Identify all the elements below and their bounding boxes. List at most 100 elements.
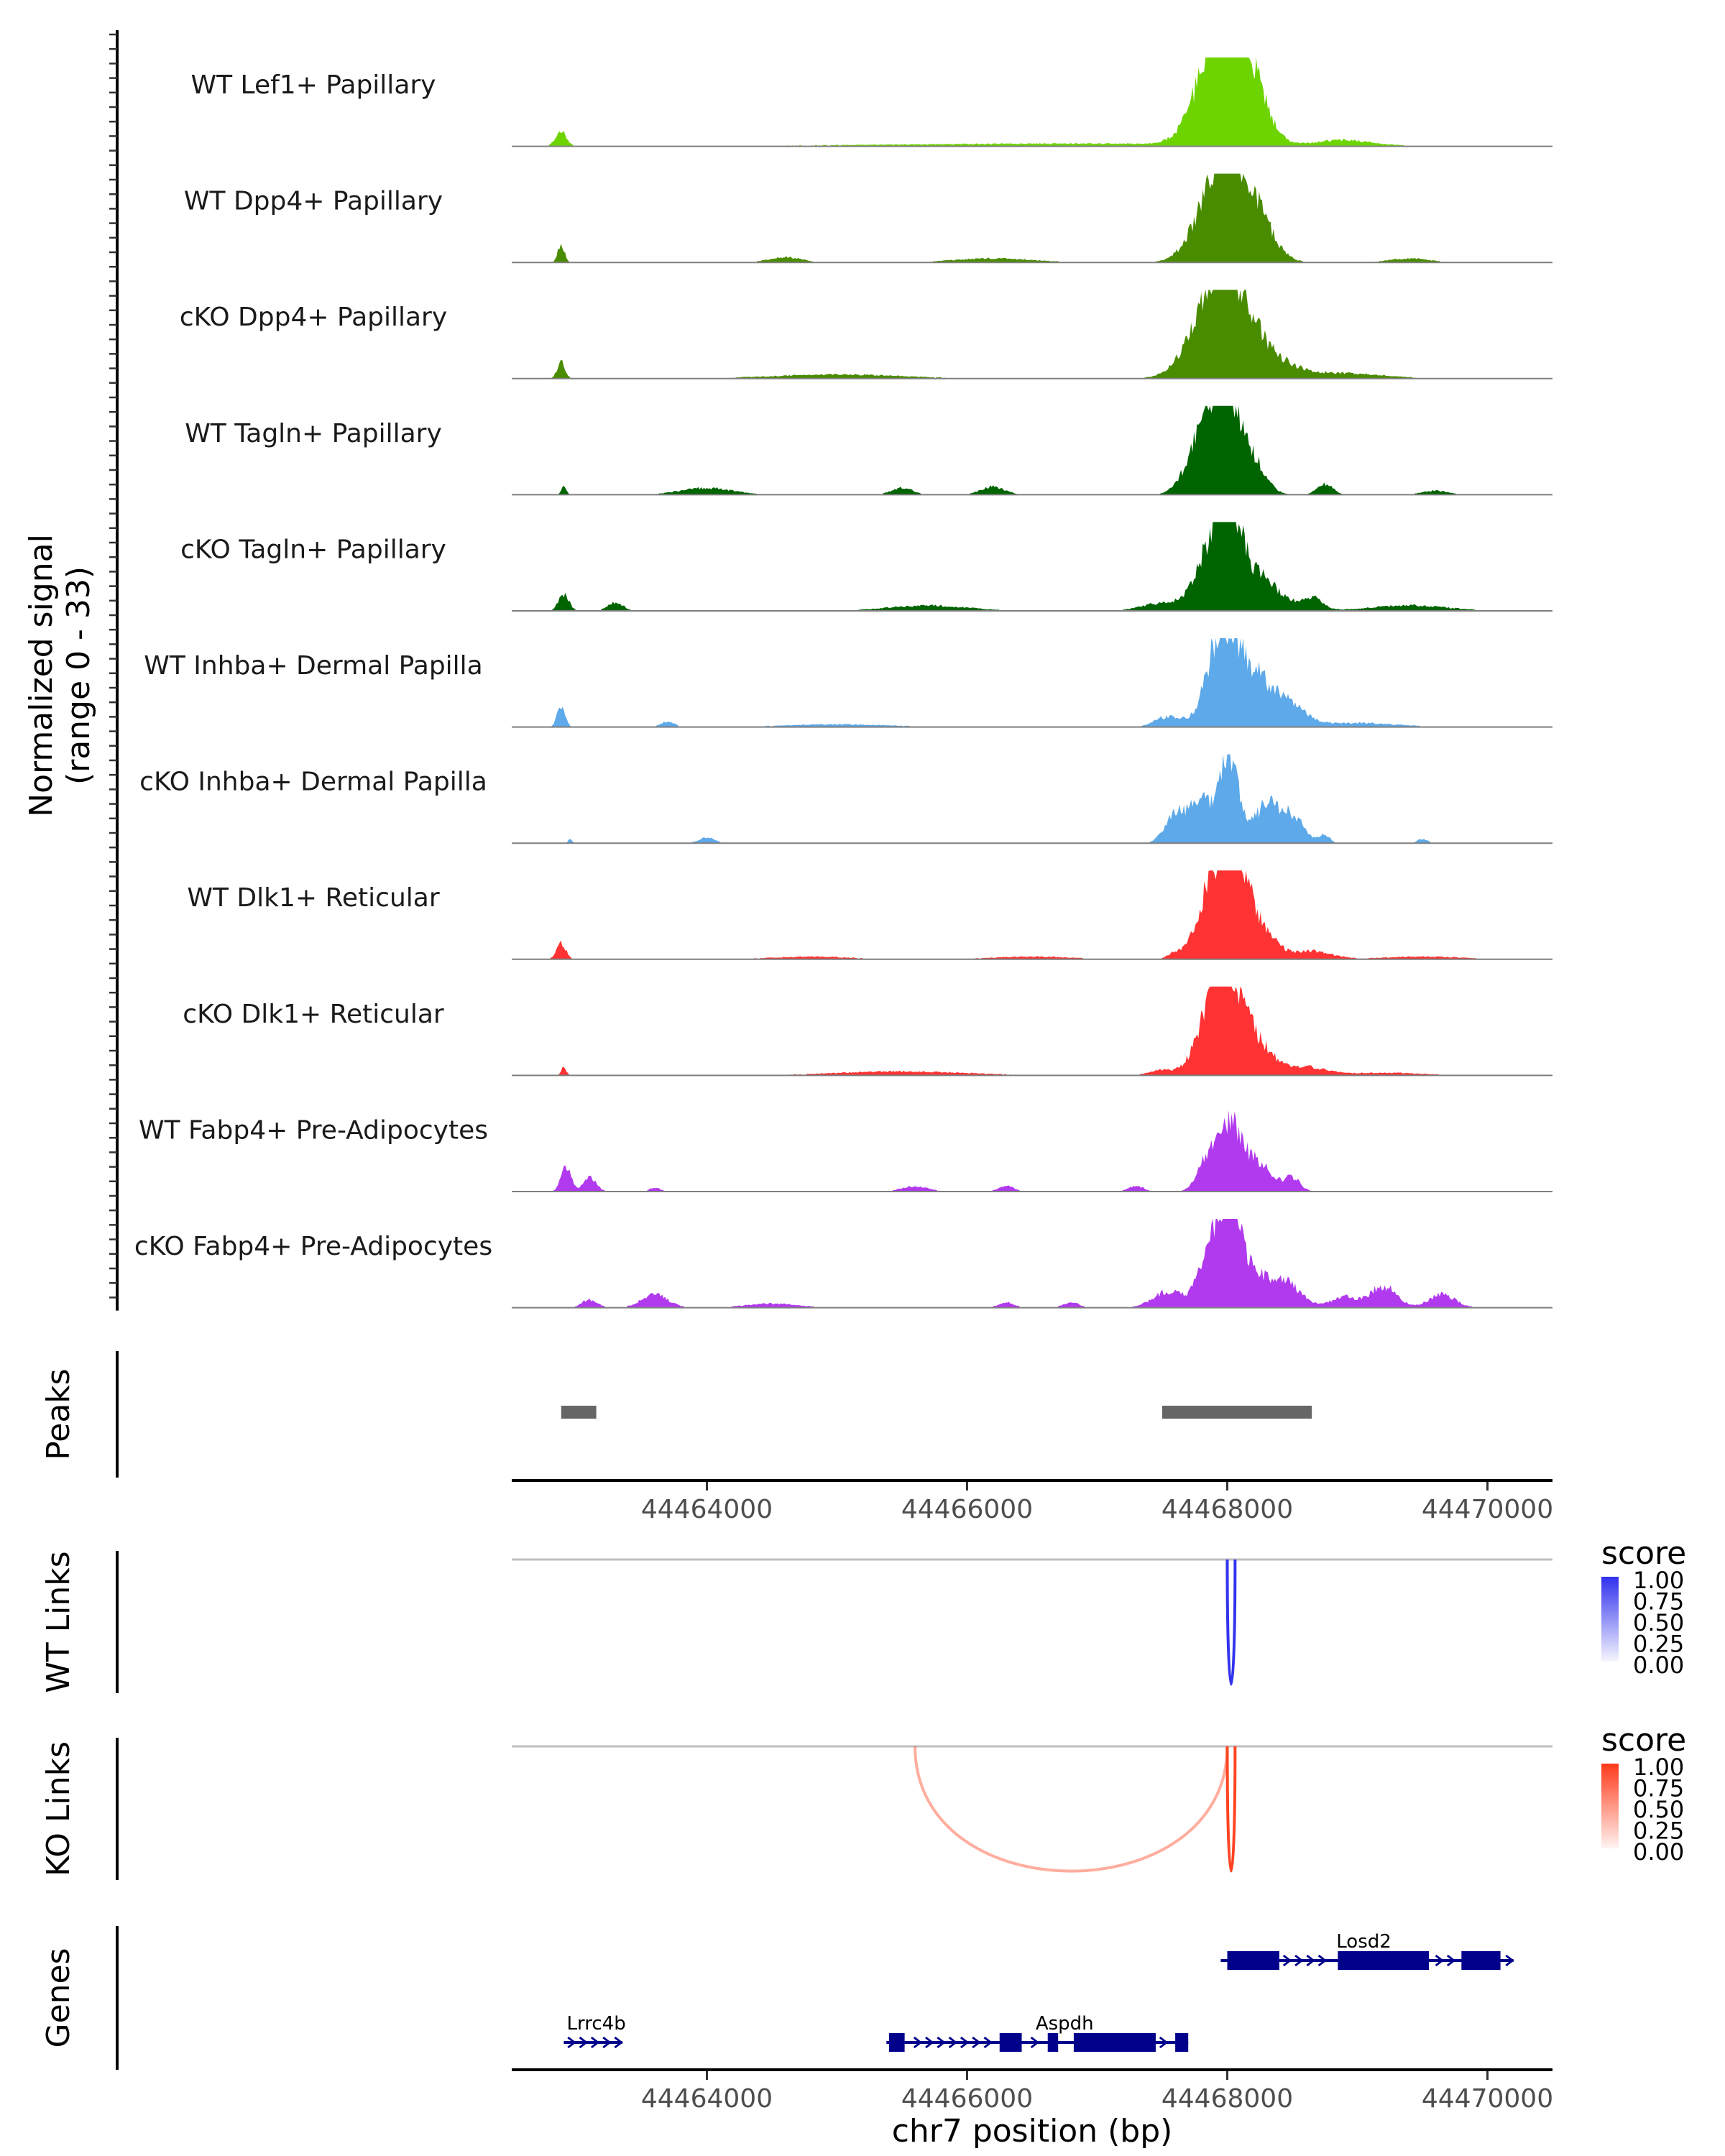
gene-exon (1338, 1951, 1430, 1970)
coverage-area (512, 1219, 1552, 1308)
gene: Losd2 (1220, 1931, 1514, 1970)
legend-tick-label: 0.00 (1633, 1838, 1684, 1866)
coverage-track: WT Tagln+ Papillary (185, 405, 1552, 496)
strand-chevron (1159, 2036, 1169, 2049)
legend-tick-label: 0.75 (1633, 1775, 1684, 1802)
coverage-track: WT Fabp4+ Pre-Adipocytes (139, 1110, 1552, 1192)
gene-exon (1047, 2033, 1059, 2052)
gene-exon (1227, 1951, 1279, 1970)
coverage-track-label: WT Tagln+ Papillary (185, 419, 442, 448)
coverage-track: cKO Fabp4+ Pre-Adipocytes (134, 1219, 1552, 1309)
x-tick-label: 44470000 (1422, 2084, 1553, 2114)
legend-tick-label: 0.50 (1633, 1609, 1684, 1636)
coverage-area (512, 522, 1552, 611)
coverage-area (512, 173, 1552, 263)
strand-chevron (913, 2036, 923, 2049)
peak-region (561, 1406, 597, 1419)
x-tick-label: 44470000 (1422, 1495, 1553, 1524)
coverage-track: cKO Inhba+ Dermal Papilla (139, 754, 1552, 844)
coverage-track-label: WT Inhba+ Dermal Papilla (144, 651, 482, 681)
coverage-track-label: cKO Inhba+ Dermal Papilla (139, 768, 487, 797)
peaks-label: Peaks (40, 1368, 77, 1460)
coverage-track: WT Dpp4+ Papillary (184, 173, 1552, 264)
legend-tick-label: 1.00 (1633, 1567, 1684, 1594)
x-tick-label: 44466000 (901, 2084, 1033, 2114)
peak-region (1162, 1406, 1312, 1419)
link-arc (1225, 1746, 1237, 1873)
legend-colorbar (1601, 1577, 1619, 1662)
coverage-track-label: WT Dlk1+ Reticular (187, 883, 439, 913)
x-tick-label: 44468000 (1162, 2084, 1293, 2114)
strand-chevron (579, 2036, 588, 2049)
strand-chevron (614, 2036, 623, 2049)
legend-tick-label: 0.75 (1633, 1588, 1684, 1616)
coverage-track: cKO Dpp4+ Papillary (180, 290, 1552, 379)
coverage-area (512, 57, 1552, 147)
coverage-area (512, 638, 1552, 727)
gene-exon (1073, 2033, 1156, 2052)
x-tick-label: 44466000 (901, 1495, 1033, 1524)
peaks-panel: Peaks 44464000 44466000 44468000 44470000 (40, 1351, 1553, 1524)
coverage-track-label: cKO Dpp4+ Papillary (180, 303, 447, 332)
legend-tick-label: 1.00 (1633, 1754, 1684, 1781)
gene-label: Aspdh (1036, 2013, 1094, 2035)
gene-label: Lrrc4b (567, 2013, 626, 2035)
ylabel-line2: (range 0 - 33) (60, 566, 97, 785)
x-tick-label: 44464000 (641, 1495, 773, 1524)
strand-chevron (983, 2036, 993, 2049)
gene: Lrrc4b (564, 2013, 626, 2049)
legend-tick-label: 0.25 (1633, 1818, 1684, 1845)
coverage-track: WT Lef1+ Papillary (191, 57, 1552, 147)
coverage-track-label: WT Fabp4+ Pre-Adipocytes (139, 1115, 488, 1145)
gene-models: Losd2 Lrrc4b Aspdh (564, 1931, 1514, 2052)
coverage-area (512, 1110, 1552, 1192)
coverage-tracks: WT Lef1+ Papillary WT Dpp4+ Papillary cKO … (134, 57, 1552, 1309)
coverage-ylabel: Normalized signal (range 0 - 33) (23, 534, 97, 817)
strand-chevron (948, 2036, 958, 2049)
strand-chevron (960, 2036, 970, 2049)
coverage-area (512, 290, 1552, 379)
x-axis-label: chr7 position (bp) (892, 2113, 1173, 2150)
strand-chevron (602, 2036, 612, 2049)
gene-exon (888, 2033, 905, 2052)
coverage-area (512, 405, 1552, 495)
genes-label: Genes (40, 1948, 77, 2047)
gene-exon (999, 2033, 1022, 2052)
x-axis-bottom: 44464000 44466000 44468000 44470000 (641, 2071, 1553, 2114)
links-label: KO Links (40, 1741, 77, 1876)
ylabel-line1: Normalized signal (23, 534, 60, 817)
legend-tick-label: 0.00 (1633, 1651, 1684, 1679)
gene-exon (1461, 1951, 1501, 1970)
legend-title: score (1601, 1535, 1686, 1572)
strand-chevron (1435, 1954, 1444, 1967)
strand-chevron (1446, 1954, 1456, 1967)
coverage-track-label: cKO Tagln+ Papillary (180, 535, 446, 564)
coverage-track: WT Inhba+ Dermal Papilla (144, 638, 1552, 728)
strand-chevron (1306, 1954, 1315, 1967)
links-label: WT Links (40, 1551, 77, 1692)
x-axis-top: 44464000 44466000 44468000 44470000 (641, 1482, 1553, 1524)
gene-label: Losd2 (1336, 1931, 1392, 1953)
strand-chevron (1282, 1954, 1292, 1967)
coverage-track: WT Dlk1+ Reticular (187, 870, 1552, 960)
strand-chevron (925, 2036, 934, 2049)
legend-colorbar (1601, 1764, 1619, 1848)
coverage-track-label: cKO Fabp4+ Pre-Adipocytes (134, 1232, 492, 1261)
legend-tick-label: 0.50 (1633, 1796, 1684, 1823)
strand-chevron (590, 2036, 600, 2049)
strand-chevron (1317, 1954, 1328, 1967)
strand-chevron (1505, 1954, 1514, 1967)
coverage-track-label: WT Dpp4+ Papillary (184, 187, 443, 216)
peak-regions (561, 1406, 1312, 1419)
coverage-track: cKO Dlk1+ Reticular (183, 986, 1552, 1077)
coverage-axis (109, 30, 119, 1311)
coverage-track-label: WT Lef1+ Papillary (191, 70, 436, 100)
coverage-area (512, 870, 1552, 959)
legend-title: score (1601, 1722, 1686, 1759)
x-tick-label: 44464000 (641, 2084, 773, 2114)
